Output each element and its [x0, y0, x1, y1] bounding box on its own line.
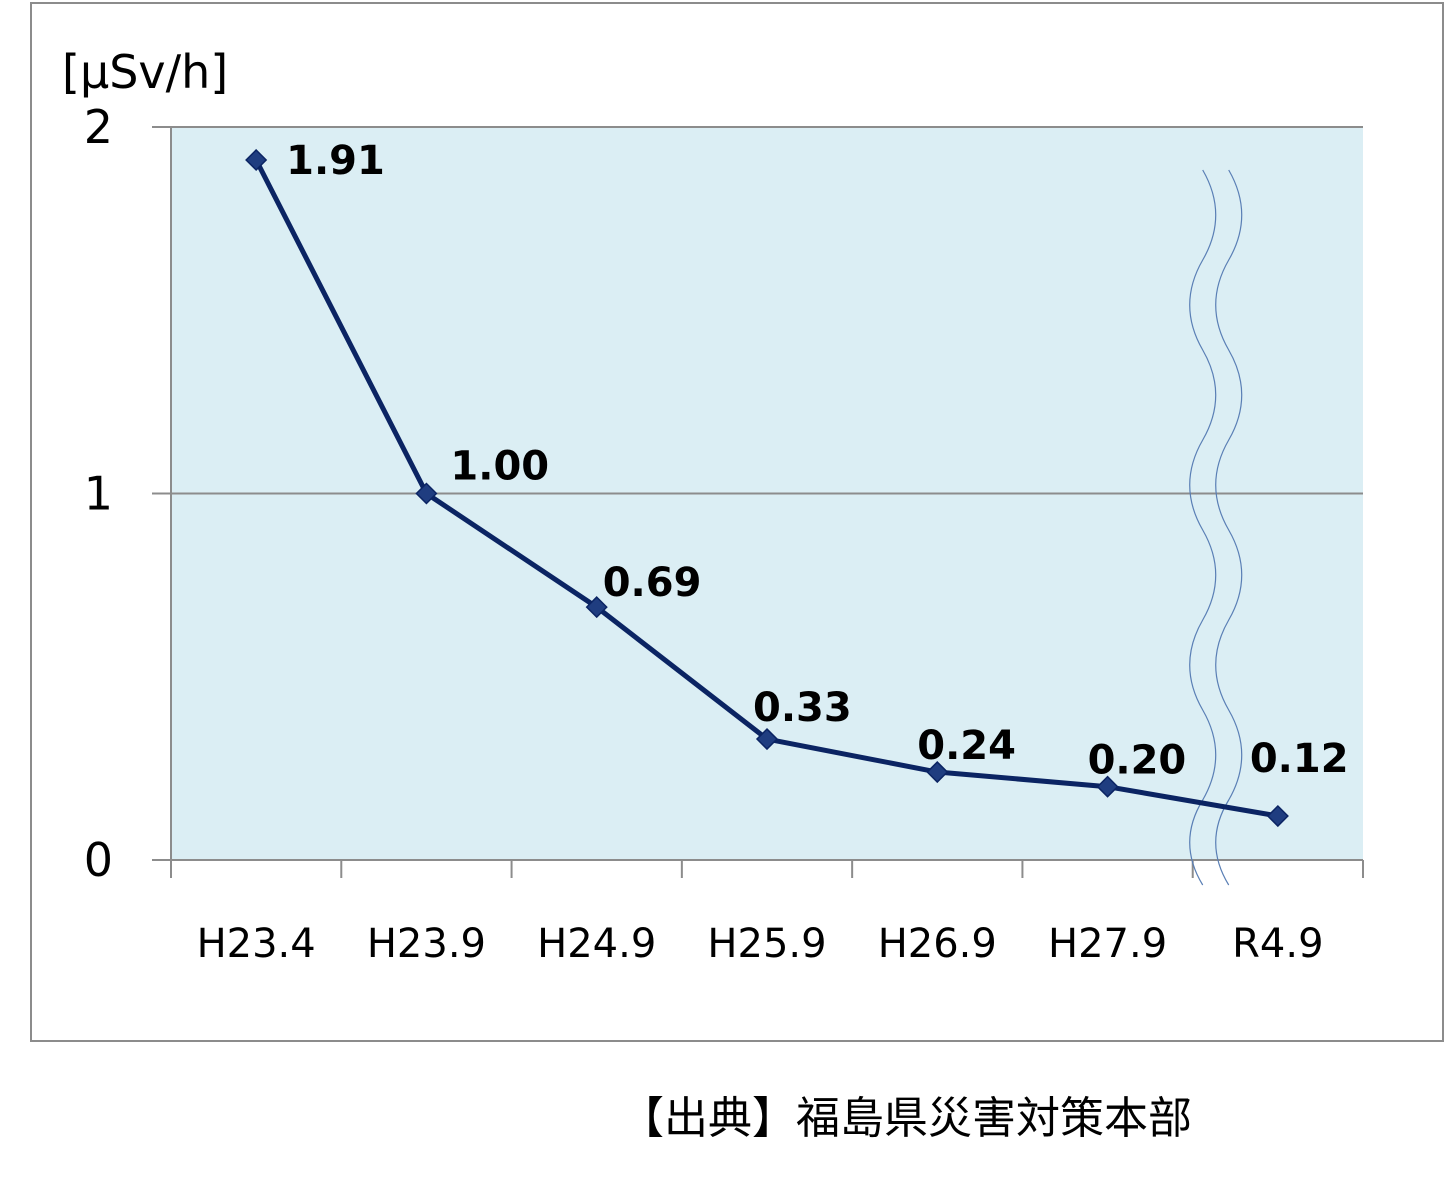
- data-label-H27.9: 0.20: [1088, 738, 1187, 784]
- y-tick-label-0: 0: [84, 833, 113, 887]
- data-label-R4.9: 0.12: [1250, 736, 1349, 782]
- axis-break-line-left: [1189, 169, 1217, 886]
- data-point-H23.4: [245, 148, 268, 172]
- axis-break-line-right: [1215, 169, 1243, 886]
- data-point-R4.9: [1266, 804, 1289, 828]
- data-label-H23.9: 1.00: [450, 444, 549, 490]
- x-tick-label-H24.9: H24.9: [537, 921, 656, 967]
- data-label-H23.4: 1.91: [286, 138, 385, 184]
- data-point-H25.9: [755, 727, 779, 751]
- data-label-H25.9: 0.33: [753, 685, 852, 731]
- y-tick-label-1: 1: [84, 467, 113, 521]
- data-label-H26.9: 0.24: [917, 723, 1016, 769]
- data-point-H26.9: [926, 760, 949, 784]
- x-tick-label-H27.9: H27.9: [1048, 921, 1167, 967]
- y-tick-label-2: 2: [84, 100, 113, 154]
- y-axis-unit-label: [μSv/h]: [62, 45, 228, 99]
- x-tick-label-H23.4: H23.4: [197, 921, 316, 967]
- x-tick-label-H25.9: H25.9: [707, 921, 826, 967]
- data-point-H27.9: [1096, 775, 1119, 798]
- data-point-H23.9: [415, 482, 438, 505]
- x-tick-label-R4.9: R4.9: [1232, 921, 1323, 967]
- source-note: 【出典】福島県災害対策本部: [620, 1093, 1192, 1144]
- data-point-H24.9: [585, 596, 608, 619]
- x-tick-label-H26.9: H26.9: [878, 921, 997, 967]
- x-tick-label-H23.9: H23.9: [367, 921, 486, 967]
- data-label-H24.9: 0.69: [603, 560, 702, 606]
